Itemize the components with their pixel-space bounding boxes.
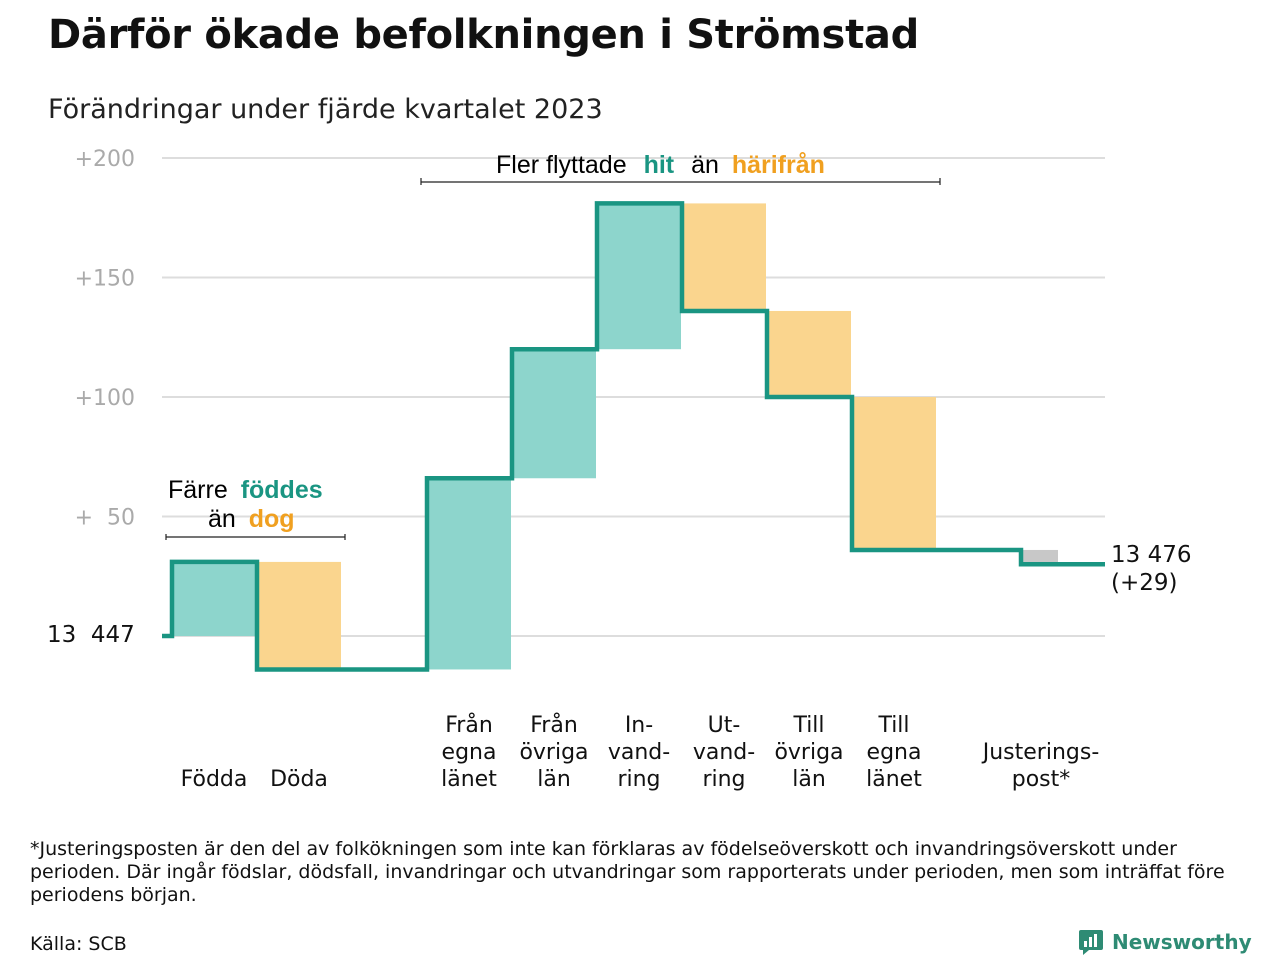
start-value-label: 13 447	[47, 622, 135, 648]
x-label-3: länet	[441, 767, 497, 792]
bars	[172, 203, 1058, 670]
bar-9	[1021, 549, 1058, 565]
births-annotation-highlight-1: föddes	[241, 476, 323, 504]
source-label: Källa: SCB	[30, 933, 127, 955]
brand-logo: Newsworthy	[1078, 928, 1252, 956]
bar-8	[852, 397, 936, 550]
x-label-7: län	[792, 767, 826, 792]
x-label-6: ring	[702, 767, 745, 792]
births-bracket	[165, 534, 346, 540]
x-label-2: Döda	[270, 767, 328, 792]
footnote: *Justeringsposten är den del av folkökni…	[30, 838, 1225, 906]
y-tick-label: +100	[75, 386, 135, 411]
x-label-4: Från	[530, 712, 578, 738]
x-label-7: övriga	[774, 740, 843, 765]
births-annotation-text-1: Färre	[168, 476, 228, 504]
y-tick-label: + 50	[75, 506, 135, 531]
newsworthy-logo-icon	[1079, 930, 1103, 955]
bar-4	[512, 349, 596, 479]
bar-3	[427, 478, 511, 670]
x-label-5: vand-	[608, 740, 670, 765]
chart-title: Därför ökade befolkningen i Strömstad	[48, 12, 919, 58]
x-label-9: post*	[1012, 767, 1071, 792]
x-label-9: Justerings-	[981, 740, 1100, 765]
y-axis-ticks: +200 +150 +100 + 50	[75, 147, 135, 531]
brand-name: Newsworthy	[1112, 930, 1252, 954]
births-annotation: Färre föddes än dog	[165, 476, 346, 540]
x-label-3: Från	[445, 712, 493, 738]
moves-annotation-highlight-1: hit	[644, 151, 675, 179]
moves-bracket	[420, 178, 941, 185]
svg-text:Färre föddes: Färre föddes	[168, 476, 323, 504]
x-label-8: länet	[866, 767, 922, 792]
x-axis-labels: Födda DödaFrånegnalänetFrånövrigalänIn-va…	[181, 712, 1100, 792]
bar-5	[597, 203, 681, 350]
x-label-7: Till	[792, 713, 824, 738]
end-value-label: 13 476	[1111, 542, 1191, 568]
births-annotation-text-2: än	[208, 505, 236, 533]
y-tick-label: +200	[75, 147, 135, 172]
x-label-4: övriga	[519, 740, 588, 765]
population-step-line	[162, 201, 1105, 672]
bar-2	[257, 561, 341, 670]
x-label-6: vand-	[693, 740, 755, 765]
bar-7	[767, 310, 851, 397]
end-change-label: (+29)	[1111, 570, 1177, 596]
bar-6	[682, 203, 766, 311]
x-label-5: ring	[617, 767, 660, 792]
moves-annotation-highlight-2: härifrån	[732, 151, 825, 179]
waterfall-chart: +200+150+100+ 50 Födda DödaFrånegnalänetF…	[47, 147, 1191, 792]
bar-1	[172, 561, 256, 636]
moves-annotation-text-1: Fler flyttade	[496, 151, 627, 179]
x-label-5: In-	[625, 713, 653, 738]
x-label-1: Födda	[181, 767, 248, 792]
x-label-8: egna	[867, 740, 922, 765]
svg-text:Fler flyttade hit: Fler flyttade hit än härifrån	[496, 151, 825, 179]
moves-annotation: Fler flyttade hit än härifrån	[420, 151, 941, 185]
x-label-4: län	[537, 767, 571, 792]
x-label-3: egna	[442, 740, 497, 765]
x-label-6: Ut-	[708, 713, 741, 738]
x-label-8: Till	[877, 713, 909, 738]
y-tick-label: +150	[75, 267, 135, 292]
chart-subtitle: Förändringar under fjärde kvartalet 2023	[48, 94, 603, 125]
svg-text:än dog: än dog	[208, 505, 295, 533]
moves-annotation-text-2: än	[691, 151, 719, 179]
births-annotation-highlight-2: dog	[249, 505, 295, 533]
